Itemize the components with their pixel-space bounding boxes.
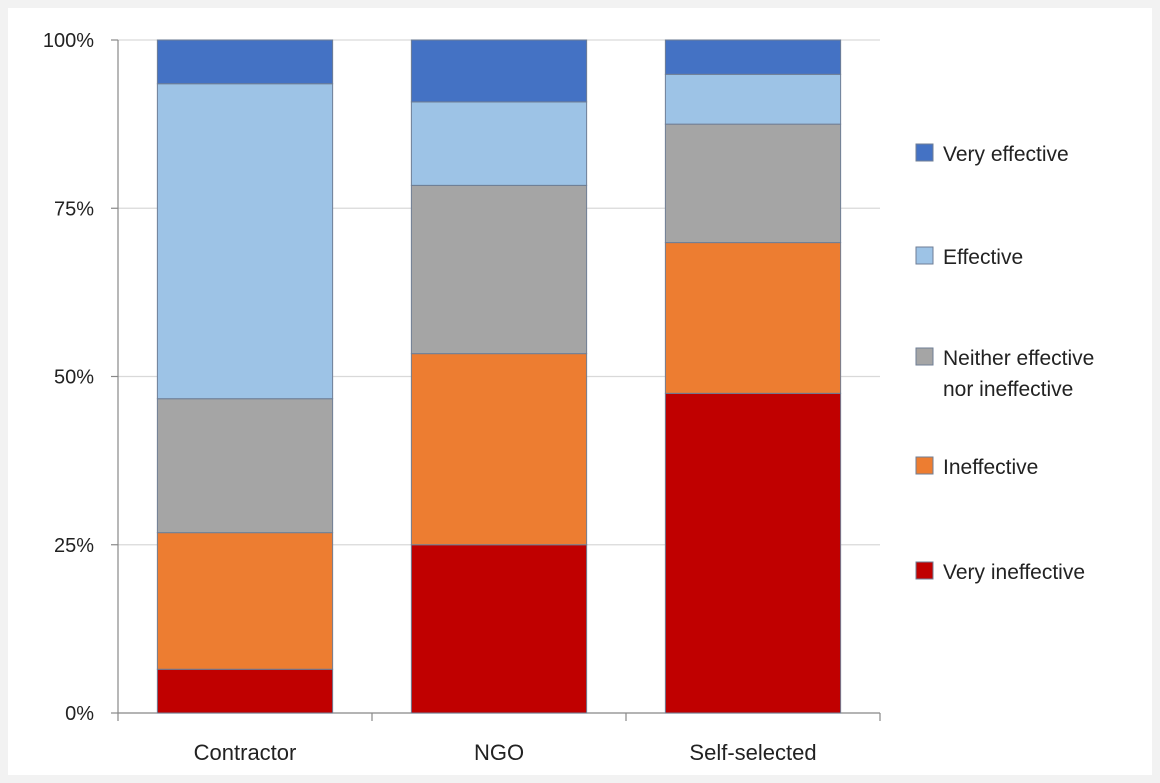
bar-segment-neither-effective-nor-ineffective xyxy=(156,398,334,534)
bar-segment-ineffective xyxy=(410,353,588,546)
legend-swatch xyxy=(915,143,934,162)
legend-label: Very ineffective xyxy=(943,561,1085,584)
legend-swatch xyxy=(915,456,934,475)
bar-segment-ineffective xyxy=(664,242,842,394)
bar-segment-very-ineffective xyxy=(664,392,842,714)
legend-label: Ineffective xyxy=(943,456,1038,479)
bar-segment-neither-effective-nor-ineffective xyxy=(410,184,588,355)
y-tick-label: 100% xyxy=(43,30,94,52)
x-category-label: Self-selected xyxy=(689,740,816,765)
legend-label: Neither effective xyxy=(943,347,1094,370)
bar-segment-very-ineffective xyxy=(156,668,334,714)
bar-segment-effective xyxy=(156,83,334,400)
bar-segment-very-effective xyxy=(664,39,842,75)
bar-segment-very-effective xyxy=(410,39,588,103)
y-tick-label: 0% xyxy=(65,703,94,725)
bar-segment-ineffective xyxy=(156,532,334,670)
legend-swatch xyxy=(915,561,934,580)
bar-segment-very-ineffective xyxy=(410,544,588,714)
legend-label: Very effective xyxy=(943,143,1069,166)
bar-segment-neither-effective-nor-ineffective xyxy=(664,123,842,244)
y-tick-label: 50% xyxy=(54,367,94,389)
bar-segment-very-effective xyxy=(156,39,334,85)
bar-segment-effective xyxy=(664,73,842,125)
x-category-label: Contractor xyxy=(194,740,297,765)
bar-segment-effective xyxy=(410,101,588,186)
legend-swatch xyxy=(915,246,934,265)
legend-label: nor ineffective xyxy=(943,378,1073,401)
y-tick-label: 25% xyxy=(54,535,94,557)
x-category-label: NGO xyxy=(474,740,524,765)
legend-swatch xyxy=(915,347,934,366)
legend-label: Effective xyxy=(943,246,1023,269)
y-tick-label: 75% xyxy=(54,198,94,220)
